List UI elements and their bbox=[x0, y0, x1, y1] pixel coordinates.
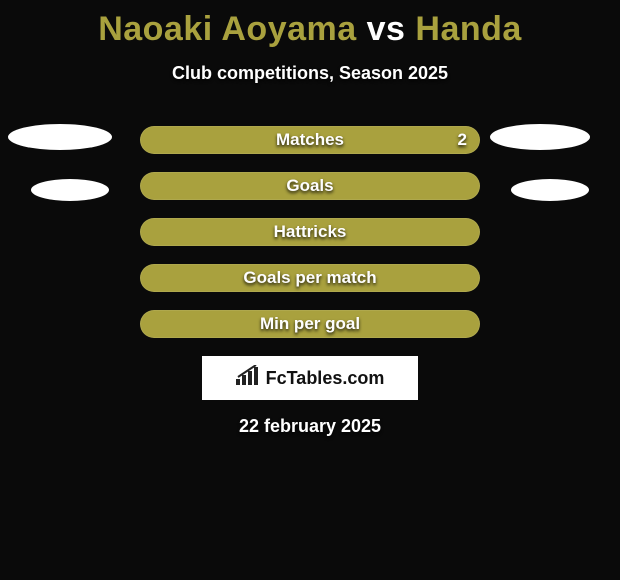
stat-rows: Matches2 Goals Hattricks Goals per match Min… bbox=[0, 126, 620, 338]
stat-row: Hattricks bbox=[0, 218, 620, 246]
stat-row: Min per goal bbox=[0, 310, 620, 338]
side-ellipse bbox=[511, 179, 589, 201]
stat-bar: Goals bbox=[140, 172, 480, 200]
stat-bar: Matches2 bbox=[140, 126, 480, 154]
date-label: 22 february 2025 bbox=[0, 416, 620, 437]
side-ellipse bbox=[490, 124, 590, 150]
stat-bar-label: Matches bbox=[141, 130, 479, 150]
side-ellipse bbox=[8, 124, 112, 150]
stat-bar-label: Min per goal bbox=[141, 314, 479, 334]
stat-bar-value: 2 bbox=[458, 130, 467, 150]
stat-bar-label: Goals per match bbox=[141, 268, 479, 288]
title-player2: Handa bbox=[415, 10, 521, 48]
side-ellipse bbox=[31, 179, 109, 201]
stat-bar-label: Hattricks bbox=[141, 222, 479, 242]
bars-icon bbox=[236, 365, 262, 392]
stat-bar: Min per goal bbox=[140, 310, 480, 338]
page-title: Naoaki Aoyama vs Handa bbox=[0, 0, 620, 49]
stat-bar: Hattricks bbox=[140, 218, 480, 246]
logo-text: FcTables.com bbox=[266, 368, 385, 389]
stat-bar: Goals per match bbox=[140, 264, 480, 292]
title-vs: vs bbox=[367, 10, 406, 48]
title-player1: Naoaki Aoyama bbox=[98, 10, 356, 48]
stat-bar-label: Goals bbox=[141, 176, 479, 196]
subtitle: Club competitions, Season 2025 bbox=[0, 63, 620, 84]
stat-row: Goals per match bbox=[0, 264, 620, 292]
logo-box: FcTables.com bbox=[202, 356, 418, 400]
